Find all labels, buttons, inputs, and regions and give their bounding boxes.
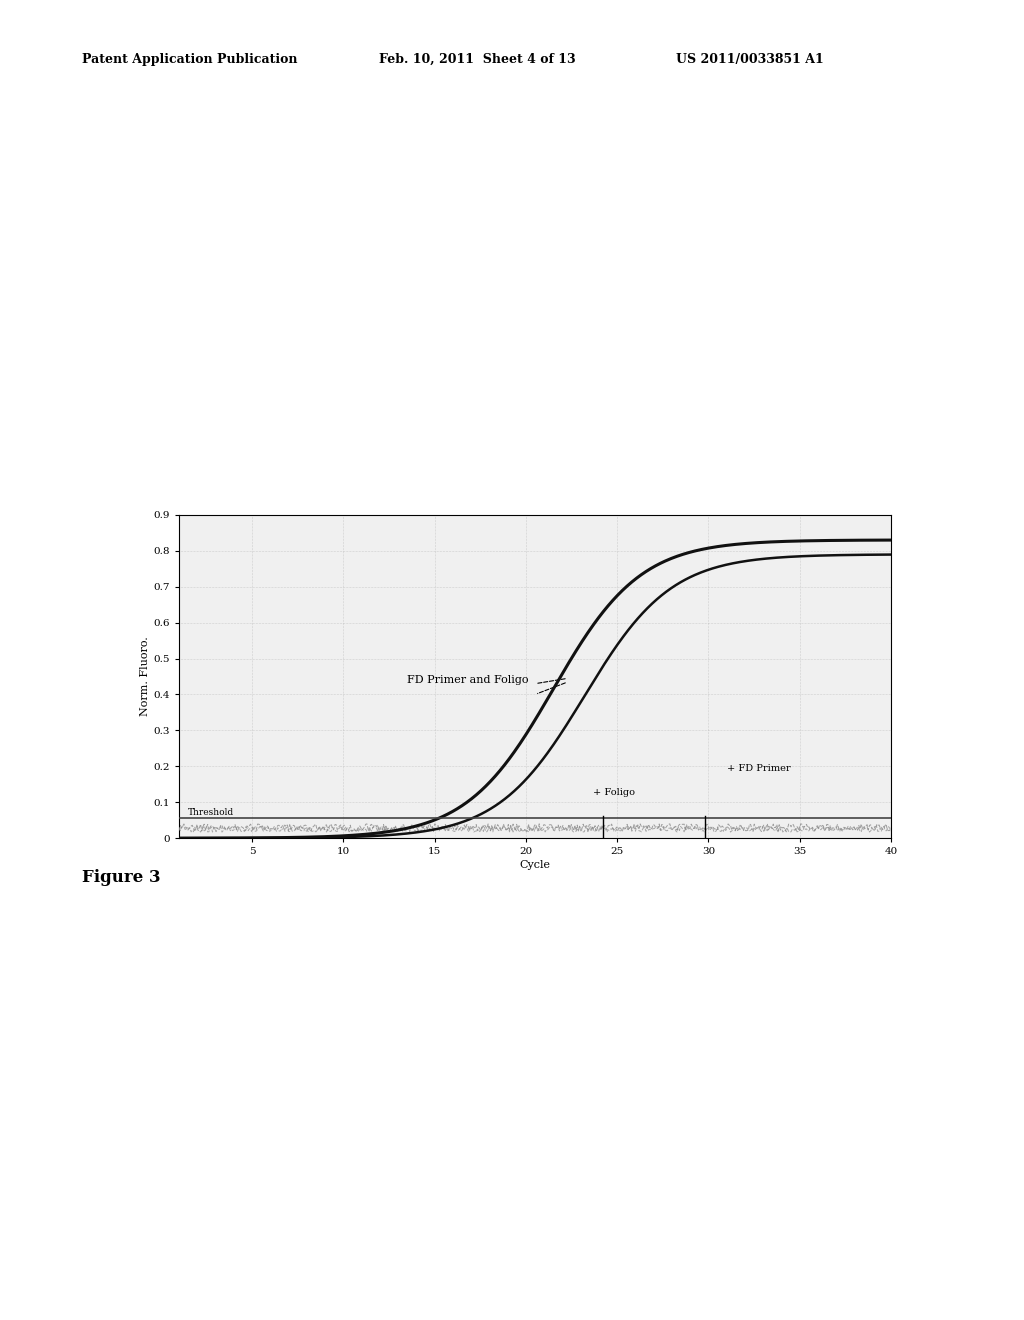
- Text: + Foligo: + Foligo: [594, 788, 636, 797]
- Text: Figure 3: Figure 3: [82, 869, 161, 886]
- X-axis label: Cycle: Cycle: [519, 861, 551, 870]
- Y-axis label: Norm. Fluoro.: Norm. Fluoro.: [139, 636, 150, 717]
- Text: Feb. 10, 2011  Sheet 4 of 13: Feb. 10, 2011 Sheet 4 of 13: [379, 53, 575, 66]
- Text: FD Primer and Foligo: FD Primer and Foligo: [408, 675, 528, 685]
- Text: Patent Application Publication: Patent Application Publication: [82, 53, 297, 66]
- Text: US 2011/0033851 A1: US 2011/0033851 A1: [676, 53, 823, 66]
- Text: + FD Primer: + FD Primer: [727, 764, 791, 772]
- Text: Threshold: Threshold: [188, 808, 234, 817]
